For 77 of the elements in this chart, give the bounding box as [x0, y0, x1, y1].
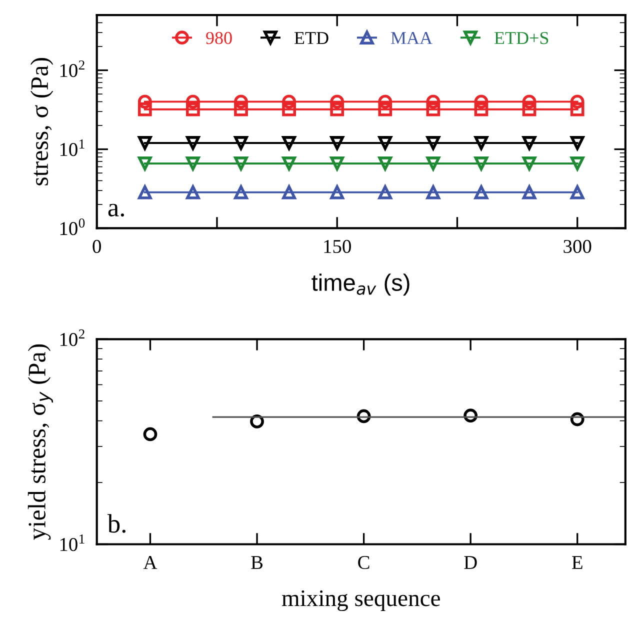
point	[138, 102, 152, 116]
point	[522, 94, 536, 109]
point	[378, 102, 392, 116]
y-tick-label: 10$^{1}$	[60, 139, 84, 156]
point	[330, 156, 344, 170]
annotation: a.	[108, 204, 124, 217]
point	[570, 136, 584, 150]
point	[330, 102, 344, 116]
point	[522, 136, 536, 150]
point	[282, 156, 296, 170]
point	[474, 102, 488, 116]
point	[426, 102, 440, 116]
point	[426, 94, 440, 109]
legend-label: MAA	[390, 32, 432, 44]
point	[330, 136, 344, 150]
annotation: b.	[107, 514, 126, 533]
point	[186, 156, 200, 170]
point	[186, 185, 200, 200]
y-tick-label: 10$^{2}$	[60, 329, 84, 346]
point	[234, 156, 248, 170]
point	[570, 102, 584, 116]
x-tick-label: A	[143, 556, 158, 569]
point	[282, 136, 296, 150]
point	[378, 156, 392, 170]
legend-label: 980	[206, 32, 232, 44]
point	[356, 409, 371, 424]
point	[426, 185, 440, 200]
y-axis-title: stress, σ (Pa)	[30, 58, 54, 186]
point	[474, 156, 488, 170]
point	[378, 136, 392, 150]
point	[426, 136, 440, 150]
point	[378, 94, 392, 109]
x-tick-label: E	[572, 556, 582, 569]
point	[474, 136, 488, 150]
point	[464, 408, 478, 423]
y-tick-label: 10$^{0}$	[60, 218, 85, 236]
point	[474, 94, 488, 109]
point	[522, 102, 536, 116]
point	[474, 185, 488, 200]
point	[186, 102, 200, 116]
y-tick-label: 10$^{2}$	[60, 60, 84, 78]
point	[426, 156, 440, 170]
point	[570, 412, 584, 426]
x-axis-title: mixing sequence	[282, 590, 440, 612]
point	[234, 136, 248, 150]
point	[282, 102, 296, 116]
point	[234, 185, 248, 200]
x-tick-label: 300	[564, 240, 592, 254]
point	[138, 136, 152, 150]
point	[138, 94, 152, 109]
point	[186, 94, 200, 109]
point	[138, 185, 152, 200]
point	[570, 185, 584, 200]
x-tick-label: C	[358, 556, 370, 570]
point	[234, 94, 248, 109]
x-tick-label: 0	[92, 240, 101, 254]
point	[378, 185, 392, 200]
x-tick-label: D	[464, 556, 477, 569]
legend-label: ETD	[294, 32, 328, 44]
x-axis-title: time$_{av}$ (s)	[312, 274, 410, 296]
x-tick-label: B	[251, 556, 263, 569]
point	[522, 185, 536, 200]
point	[330, 185, 344, 200]
x-tick-label: 150	[324, 240, 351, 254]
point	[138, 156, 152, 170]
point	[570, 156, 584, 170]
legend-label: ETD+S	[494, 32, 548, 44]
point	[282, 185, 296, 200]
y-axis-title: yield stress, σ$_{y}$ (Pa)	[28, 344, 53, 540]
point	[186, 136, 200, 150]
y-tick-label: 10$^{1}$	[60, 534, 84, 552]
point	[282, 94, 296, 109]
point	[522, 156, 536, 170]
point	[234, 102, 248, 116]
point	[143, 427, 158, 442]
point	[570, 94, 584, 109]
point	[330, 94, 344, 109]
